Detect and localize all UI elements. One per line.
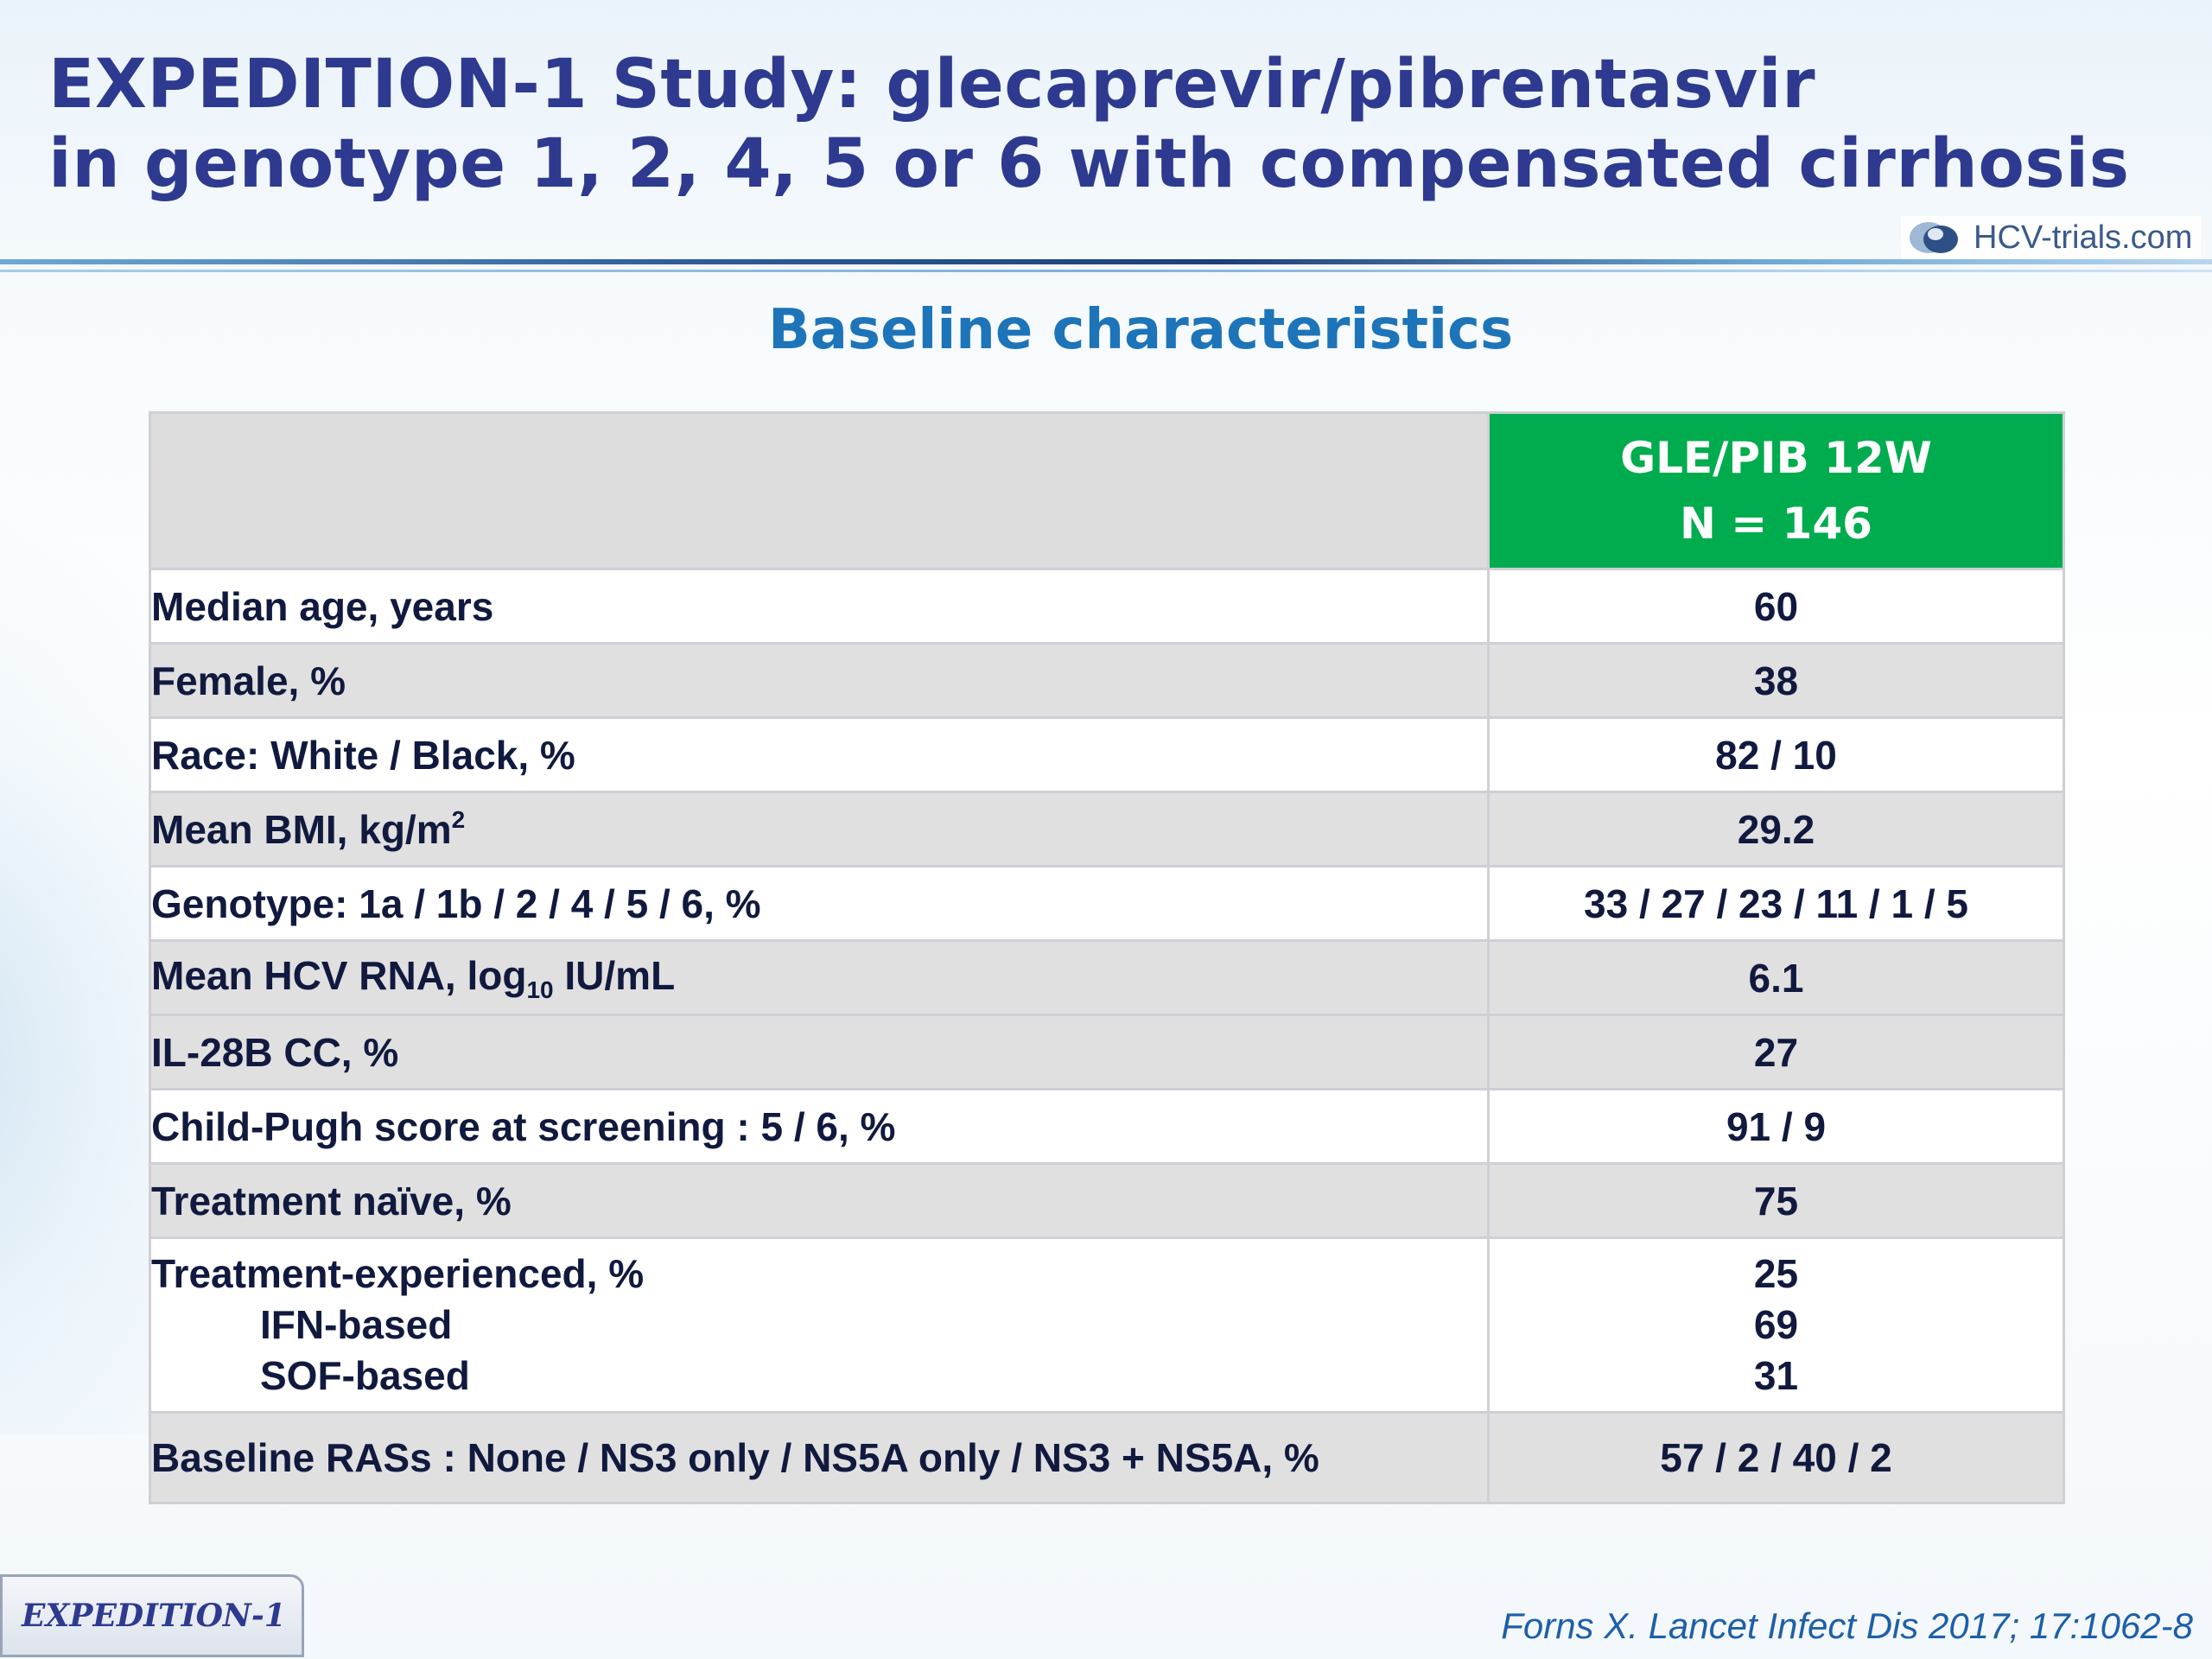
hcv-trials-logo: HCV-trials.com [1901,216,2202,259]
sub-row-label: SOF-based [260,1353,470,1398]
row-value: 57 / 2 / 40 / 2 [1487,1411,2065,1504]
row-label: Mean HCV RNA, log10 IU/mL [149,939,1490,1016]
row-value: 75 [1487,1162,2065,1239]
row-label: Median age, years [149,568,1490,645]
row-label-text: Mean HCV RNA, log [151,952,527,998]
row-value: 33 / 27 / 23 / 11 / 1 / 5 [1487,865,2065,942]
title-divider-thin [0,270,2212,272]
slide-title-line-2: in genotype 1, 2, 4, 5 or 6 with compens… [48,125,2130,203]
logo-text: HCV-trials.com [1974,219,2193,256]
row-value: 6.1 [1487,939,2065,1016]
row-label-text: Treatment-experienced, % [151,1251,645,1296]
slide-title: EXPEDITION-1 Study: glecaprevir/pibrenta… [48,45,2130,204]
arm-name: GLE/PIB 12W [1620,433,1932,483]
slide-title-line-1: EXPEDITION-1 Study: glecaprevir/pibrenta… [48,46,1816,124]
row-value-text: 25 [1753,1251,1799,1296]
row-label-tail: IU/mL [553,952,676,998]
table-row: Race: White / Black, % 82 / 10 [149,716,2065,793]
table-row: Treatment naïve, % 75 [149,1162,2065,1239]
row-value: 91 / 9 [1487,1088,2065,1165]
sub-row-value: 69 [1753,1302,1799,1347]
table-row: Mean HCV RNA, log10 IU/mL 6.1 [149,939,2065,1016]
row-value: 60 [1487,568,2065,645]
row-label: Child-Pugh score at screening : 5 / 6, % [149,1088,1490,1165]
table-row: Genotype: 1a / 1b / 2 / 4 / 5 / 6, % 33 … [149,865,2065,942]
arm-n: N = 146 [1680,499,1872,549]
row-label: Female, % [149,642,1490,719]
table-row: Female, % 38 [149,642,2065,719]
row-label: Treatment naïve, % [149,1162,1490,1239]
row-value: 82 / 10 [1487,716,2065,793]
superscript: 2 [451,805,466,833]
row-label: Genotype: 1a / 1b / 2 / 4 / 5 / 6, % [149,865,1490,942]
row-label: Baseline RASs : None / NS3 only / NS5A o… [149,1411,1490,1504]
row-label: IL-28B CC, % [149,1014,1490,1090]
sub-row-label: IFN-based [260,1302,453,1347]
treatment-arm-header: GLE/PIB 12W N = 146 [1487,411,2065,570]
table-row: Mean BMI, kg/m2 29.2 [149,791,2065,868]
table-row: Child-Pugh score at screening : 5 / 6, %… [149,1088,2065,1165]
row-value: 38 [1487,642,2065,719]
row-value: 25 69 31 [1487,1236,2065,1414]
table-row: Baseline RASs : None / NS3 only / NS5A o… [149,1411,2065,1504]
table-row: IL-28B CC, % 27 [149,1014,2065,1090]
baseline-characteristics-table: GLE/PIB 12W N = 146 Median age, years 60… [149,411,2065,1504]
citation: Forns X. Lancet Infect Dis 2017; 17:1062… [1501,1605,2193,1646]
row-label: Race: White / Black, % [149,716,1490,793]
table-row: Median age, years 60 [149,568,2065,645]
title-divider [0,259,2212,264]
table-header-row: GLE/PIB 12W N = 146 [149,411,2065,570]
table-corner-cell [149,411,1490,570]
row-value: 27 [1487,1014,2065,1090]
row-label: Mean BMI, kg/m2 [149,791,1490,868]
study-tab: EXPEDITION-1 [0,1574,304,1657]
row-label-text: Mean BMI, kg/m [151,806,452,852]
row-label: Treatment-experienced, % IFN-based SOF-b… [149,1236,1490,1414]
section-subtitle: Baseline characteristics [767,298,1514,362]
sub-row-value: 31 [1753,1353,1799,1398]
row-value: 29.2 [1487,791,2065,868]
logo-icon [1910,222,1958,253]
study-tab-label: EXPEDITION-1 [22,1598,286,1634]
subscript: 10 [526,976,554,1003]
table-row: Treatment-experienced, % IFN-based SOF-b… [149,1236,2065,1414]
